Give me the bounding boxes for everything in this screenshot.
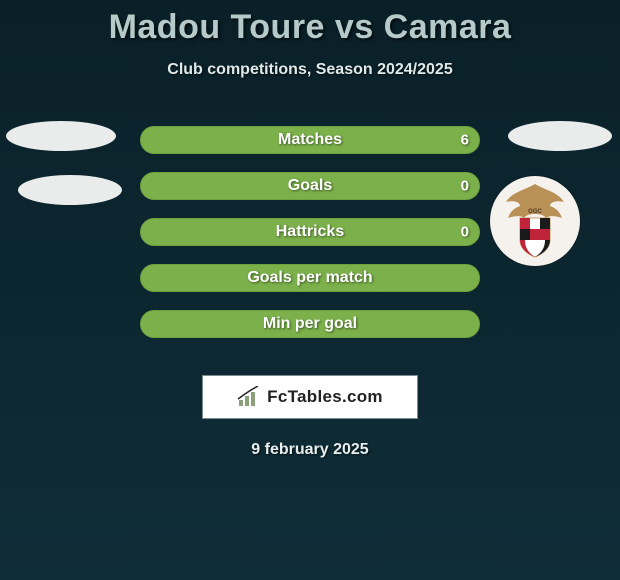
stat-value-right: 0 [461,224,469,241]
page-subtitle: Club competitions, Season 2024/2025 [0,61,620,79]
stat-label: Goals [288,177,332,195]
stat-bar-goals: Goals 0 [140,172,480,200]
club-logo-placeholder [18,175,122,205]
player-photo-placeholder [6,121,116,151]
crest-icon: OGC [500,182,570,260]
branding-box[interactable]: FcTables.com [202,375,418,419]
stat-label: Min per goal [263,315,357,333]
stat-label: Goals per match [247,269,372,287]
club-badge-nice: OGC [490,176,580,266]
branding-text: FcTables.com [267,387,383,407]
page-title: Madou Toure vs Camara [0,8,620,47]
stat-value-right: 6 [461,132,469,149]
stat-bar-goals-per-match: Goals per match [140,264,480,292]
stat-value-right: 0 [461,178,469,195]
stat-row: Min per goal [0,301,620,347]
stat-bar-hattricks: Hattricks 0 [140,218,480,246]
date-text: 9 february 2025 [0,441,620,459]
bar-chart-icon [237,386,261,408]
player-photo-placeholder [508,121,612,151]
stat-label: Hattricks [276,223,344,241]
stat-bar-min-per-goal: Min per goal [140,310,480,338]
stat-label: Matches [278,131,342,149]
stat-bar-matches: Matches 6 [140,126,480,154]
svg-text:OGC: OGC [528,209,542,215]
